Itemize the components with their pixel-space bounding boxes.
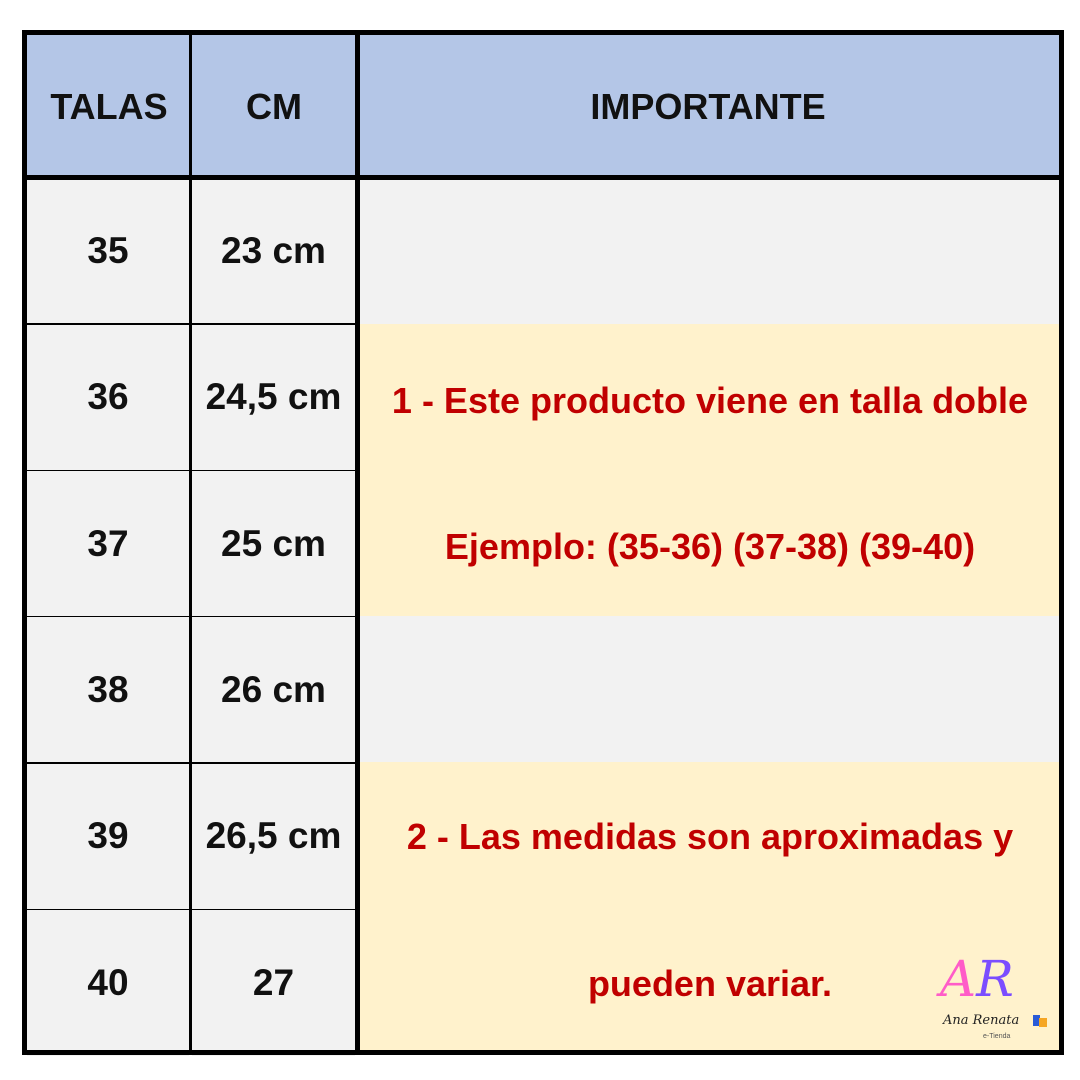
row-divider: [27, 762, 357, 764]
cm-cell: 26 cm: [192, 616, 355, 763]
size-cell: 39: [27, 763, 189, 910]
row-divider: [27, 323, 357, 325]
note-2-panel: [360, 762, 1060, 1052]
cm-cell: 27: [192, 909, 355, 1056]
cm-cell: 23 cm: [192, 178, 355, 324]
divider: [355, 30, 360, 1055]
table-frame: [22, 30, 1064, 1055]
row-divider: [27, 615, 357, 618]
logo: AR Ana Renata e-Tienda: [935, 950, 1055, 1050]
divider: [189, 30, 192, 1055]
note-1-line-1: 1 - Este producto viene en talla doble: [391, 380, 1029, 421]
header-sizes: TALAS: [27, 35, 191, 178]
bag-icon: [1039, 1018, 1047, 1027]
note-1-panel: [360, 324, 1060, 616]
cm-cell: 26,5 cm: [192, 763, 355, 910]
logo-name: Ana Renata: [943, 1013, 1020, 1028]
logo-initials: AR: [940, 950, 1014, 1008]
note-blank-2: [360, 616, 1060, 762]
row-divider: [27, 908, 357, 910]
size-cell: 40: [27, 909, 189, 1056]
divider: [22, 175, 1064, 180]
header-cm: CM: [191, 35, 357, 178]
size-cell: 37: [27, 470, 189, 617]
logo-tagline: e-Tienda: [983, 1033, 1011, 1040]
note-2-line-2: pueden variar.: [587, 963, 833, 1004]
note-1-line-2: Ejemplo: (35-36) (37-38) (39-40): [444, 526, 976, 567]
note-blank-1: [360, 178, 1060, 324]
cm-cell: 25 cm: [192, 470, 355, 617]
row-divider: [27, 469, 357, 472]
header-important: IMPORTANTE: [357, 35, 1059, 178]
note-2-line-1: 2 - Las medidas son aproximadas y: [406, 816, 1014, 857]
size-cell: 35: [27, 178, 189, 324]
size-cell: 36: [27, 324, 189, 471]
size-cell: 38: [27, 616, 189, 763]
cm-cell: 24,5 cm: [192, 324, 355, 471]
bag-icon: [1033, 1015, 1040, 1026]
